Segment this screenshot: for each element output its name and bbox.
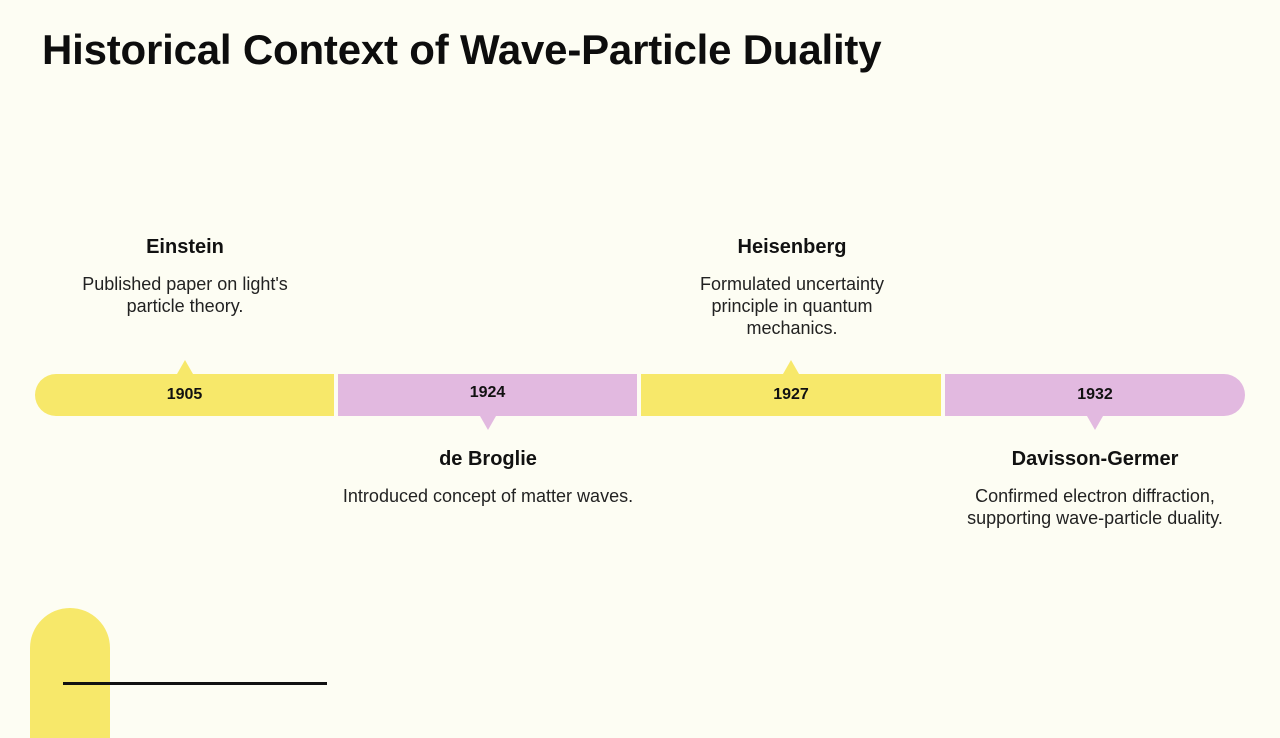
pointer-down-1932 <box>1087 416 1103 430</box>
year-label: 1905 <box>166 386 203 403</box>
event-name: de Broglie <box>439 448 537 470</box>
timeline-segment-1927: 1927 <box>641 374 941 416</box>
year-label: 1932 <box>1077 386 1113 403</box>
event-description: Published paper on light's particle theo… <box>82 274 288 316</box>
event-name: Davisson-Germer <box>1011 448 1179 470</box>
pointer-down-1924 <box>480 416 496 430</box>
pointer-up-1927 <box>783 360 799 374</box>
event-name: Einstein <box>146 236 224 258</box>
event-description: Introduced concept of matter waves. <box>342 486 634 506</box>
decorative-pill-shape <box>30 608 110 738</box>
timeline-segment-1924: 1924 <box>338 374 637 416</box>
event-description: Formulated uncertainty principle in quan… <box>699 274 885 338</box>
event-name: Heisenberg <box>737 236 847 258</box>
year-label: 1927 <box>773 386 809 403</box>
event-davisson-germer: Davisson-Germer Confirmed electron diffr… <box>948 448 1242 529</box>
timeline-segment-1905: 1905 <box>35 374 334 416</box>
pointer-up-1905 <box>177 360 193 374</box>
decorative-line <box>63 682 327 685</box>
event-einstein: Einstein Published paper on light's part… <box>55 236 315 317</box>
year-label: 1924 <box>469 384 506 401</box>
event-heisenberg: Heisenberg Formulated uncertainty princi… <box>672 236 912 339</box>
timeline-segment-1932: 1932 <box>945 374 1245 416</box>
event-description: Confirmed electron diffraction, supporti… <box>967 486 1223 528</box>
event-de-broglie: de Broglie Introduced concept of matter … <box>338 448 638 507</box>
page-title: Historical Context of Wave-Particle Dual… <box>42 26 882 73</box>
